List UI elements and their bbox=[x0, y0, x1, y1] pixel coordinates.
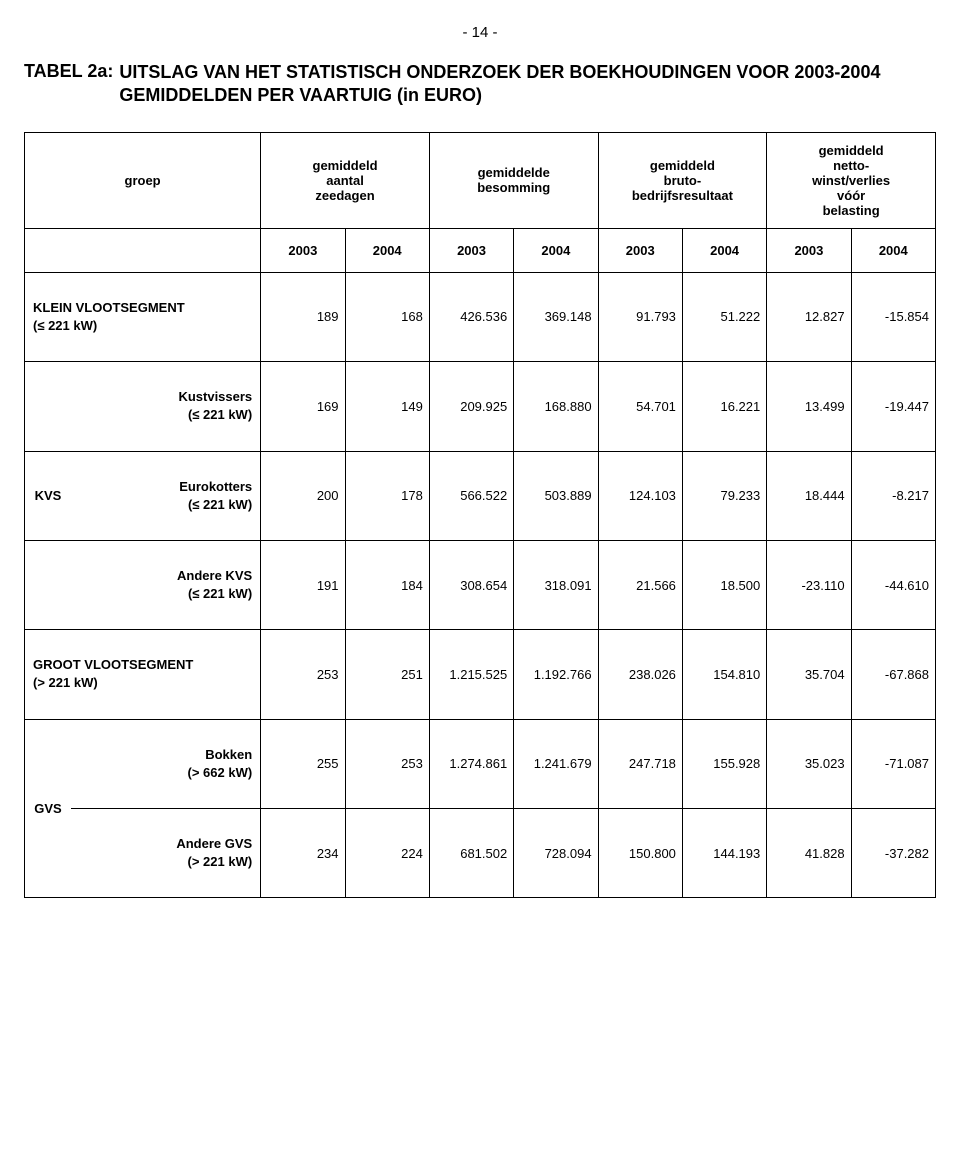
year-cell: 2003 bbox=[767, 228, 851, 272]
cell: 21.566 bbox=[598, 540, 682, 629]
cell: 255 bbox=[261, 719, 345, 808]
cell: 1.241.679 bbox=[514, 719, 598, 808]
row-andere-gvs: Andere GVS (> 221 kW) 234 224 681.502 72… bbox=[25, 809, 936, 898]
cell: 54.701 bbox=[598, 362, 682, 451]
year-cell: 2004 bbox=[682, 228, 766, 272]
cell: 168.880 bbox=[514, 362, 598, 451]
cell: 1.192.766 bbox=[514, 630, 598, 719]
cell: 178 bbox=[345, 451, 429, 540]
cell: 35.023 bbox=[767, 719, 851, 808]
cell: 12.827 bbox=[767, 272, 851, 361]
header-zeedagen: gemiddeld aantal zeedagen bbox=[261, 132, 430, 228]
cell: 253 bbox=[345, 719, 429, 808]
cell: 150.800 bbox=[598, 809, 682, 898]
year-cell: 2004 bbox=[514, 228, 598, 272]
year-cell: 2003 bbox=[598, 228, 682, 272]
row-kustvissers: Kustvissers (≤ 221 kW) 169 149 209.925 1… bbox=[25, 362, 936, 451]
year-spacer bbox=[25, 228, 261, 272]
row-groot: GROOT VLOOTSEGMENT (> 221 kW) 253 251 1.… bbox=[25, 630, 936, 719]
row-label: GROOT VLOOTSEGMENT (> 221 kW) bbox=[25, 630, 261, 719]
cell: 184 bbox=[345, 540, 429, 629]
header-besomming: gemiddelde besomming bbox=[429, 132, 598, 228]
row-label: Bokken (> 662 kW) bbox=[71, 719, 261, 808]
year-cell: 2004 bbox=[851, 228, 935, 272]
cell: 189 bbox=[261, 272, 345, 361]
cell: 169 bbox=[261, 362, 345, 451]
year-row: 2003 2004 2003 2004 2003 2004 2003 2004 bbox=[25, 228, 936, 272]
cell: 238.026 bbox=[598, 630, 682, 719]
header-netto: gemiddeld netto- winst/verlies vóór bela… bbox=[767, 132, 936, 228]
cell: 168 bbox=[345, 272, 429, 361]
header-bruto: gemiddeld bruto- bedrijfsresultaat bbox=[598, 132, 767, 228]
title-text: UITSLAG VAN HET STATISTISCH ONDERZOEK DE… bbox=[119, 61, 936, 108]
row-label: Andere KVS (≤ 221 kW) bbox=[71, 540, 261, 629]
page-number: - 14 - bbox=[24, 24, 936, 41]
row-label: Andere GVS (> 221 kW) bbox=[71, 809, 261, 898]
cell: -71.087 bbox=[851, 719, 935, 808]
cell: 18.444 bbox=[767, 451, 851, 540]
cell: 234 bbox=[261, 809, 345, 898]
cell: 566.522 bbox=[429, 451, 513, 540]
cell: 13.499 bbox=[767, 362, 851, 451]
cell: -8.217 bbox=[851, 451, 935, 540]
cell: 503.889 bbox=[514, 451, 598, 540]
cell: 369.148 bbox=[514, 272, 598, 361]
cell: -15.854 bbox=[851, 272, 935, 361]
side-label-gvs: GVS bbox=[25, 719, 71, 898]
cell: 41.828 bbox=[767, 809, 851, 898]
cell: 209.925 bbox=[429, 362, 513, 451]
row-bokken: GVS Bokken (> 662 kW) 255 253 1.274.861 … bbox=[25, 719, 936, 808]
side-label-kvs: KVS bbox=[25, 451, 71, 540]
cell: 1.274.861 bbox=[429, 719, 513, 808]
year-cell: 2004 bbox=[345, 228, 429, 272]
cell: 79.233 bbox=[682, 451, 766, 540]
cell: -37.282 bbox=[851, 809, 935, 898]
cell: 200 bbox=[261, 451, 345, 540]
data-table: groep gemiddeld aantal zeedagen gemiddel… bbox=[24, 132, 936, 899]
title-label: TABEL 2a: bbox=[24, 61, 119, 108]
cell: 251 bbox=[345, 630, 429, 719]
cell: 728.094 bbox=[514, 809, 598, 898]
side-spacer bbox=[25, 362, 71, 451]
cell: 426.536 bbox=[429, 272, 513, 361]
cell: -44.610 bbox=[851, 540, 935, 629]
row-label: Kustvissers (≤ 221 kW) bbox=[71, 362, 261, 451]
cell: 308.654 bbox=[429, 540, 513, 629]
cell: 51.222 bbox=[682, 272, 766, 361]
cell: 191 bbox=[261, 540, 345, 629]
row-eurokotters: KVS Eurokotters (≤ 221 kW) 200 178 566.5… bbox=[25, 451, 936, 540]
cell: 253 bbox=[261, 630, 345, 719]
row-klein: KLEIN VLOOTSEGMENT (≤ 221 kW) 189 168 42… bbox=[25, 272, 936, 361]
cell: 18.500 bbox=[682, 540, 766, 629]
row-andere-kvs: Andere KVS (≤ 221 kW) 191 184 308.654 31… bbox=[25, 540, 936, 629]
cell: 91.793 bbox=[598, 272, 682, 361]
header-group: groep bbox=[25, 132, 261, 228]
side-spacer bbox=[25, 540, 71, 629]
cell: 224 bbox=[345, 809, 429, 898]
cell: 124.103 bbox=[598, 451, 682, 540]
row-label: Eurokotters (≤ 221 kW) bbox=[71, 451, 261, 540]
cell: 35.704 bbox=[767, 630, 851, 719]
cell: 247.718 bbox=[598, 719, 682, 808]
cell: 681.502 bbox=[429, 809, 513, 898]
cell: 318.091 bbox=[514, 540, 598, 629]
year-cell: 2003 bbox=[429, 228, 513, 272]
cell: 1.215.525 bbox=[429, 630, 513, 719]
cell: 155.928 bbox=[682, 719, 766, 808]
cell: -67.868 bbox=[851, 630, 935, 719]
title-block: TABEL 2a: UITSLAG VAN HET STATISTISCH ON… bbox=[24, 61, 936, 108]
cell: -23.110 bbox=[767, 540, 851, 629]
cell: -19.447 bbox=[851, 362, 935, 451]
cell: 154.810 bbox=[682, 630, 766, 719]
year-cell: 2003 bbox=[261, 228, 345, 272]
cell: 149 bbox=[345, 362, 429, 451]
header-row: groep gemiddeld aantal zeedagen gemiddel… bbox=[25, 132, 936, 228]
row-label: KLEIN VLOOTSEGMENT (≤ 221 kW) bbox=[25, 272, 261, 361]
cell: 144.193 bbox=[682, 809, 766, 898]
cell: 16.221 bbox=[682, 362, 766, 451]
